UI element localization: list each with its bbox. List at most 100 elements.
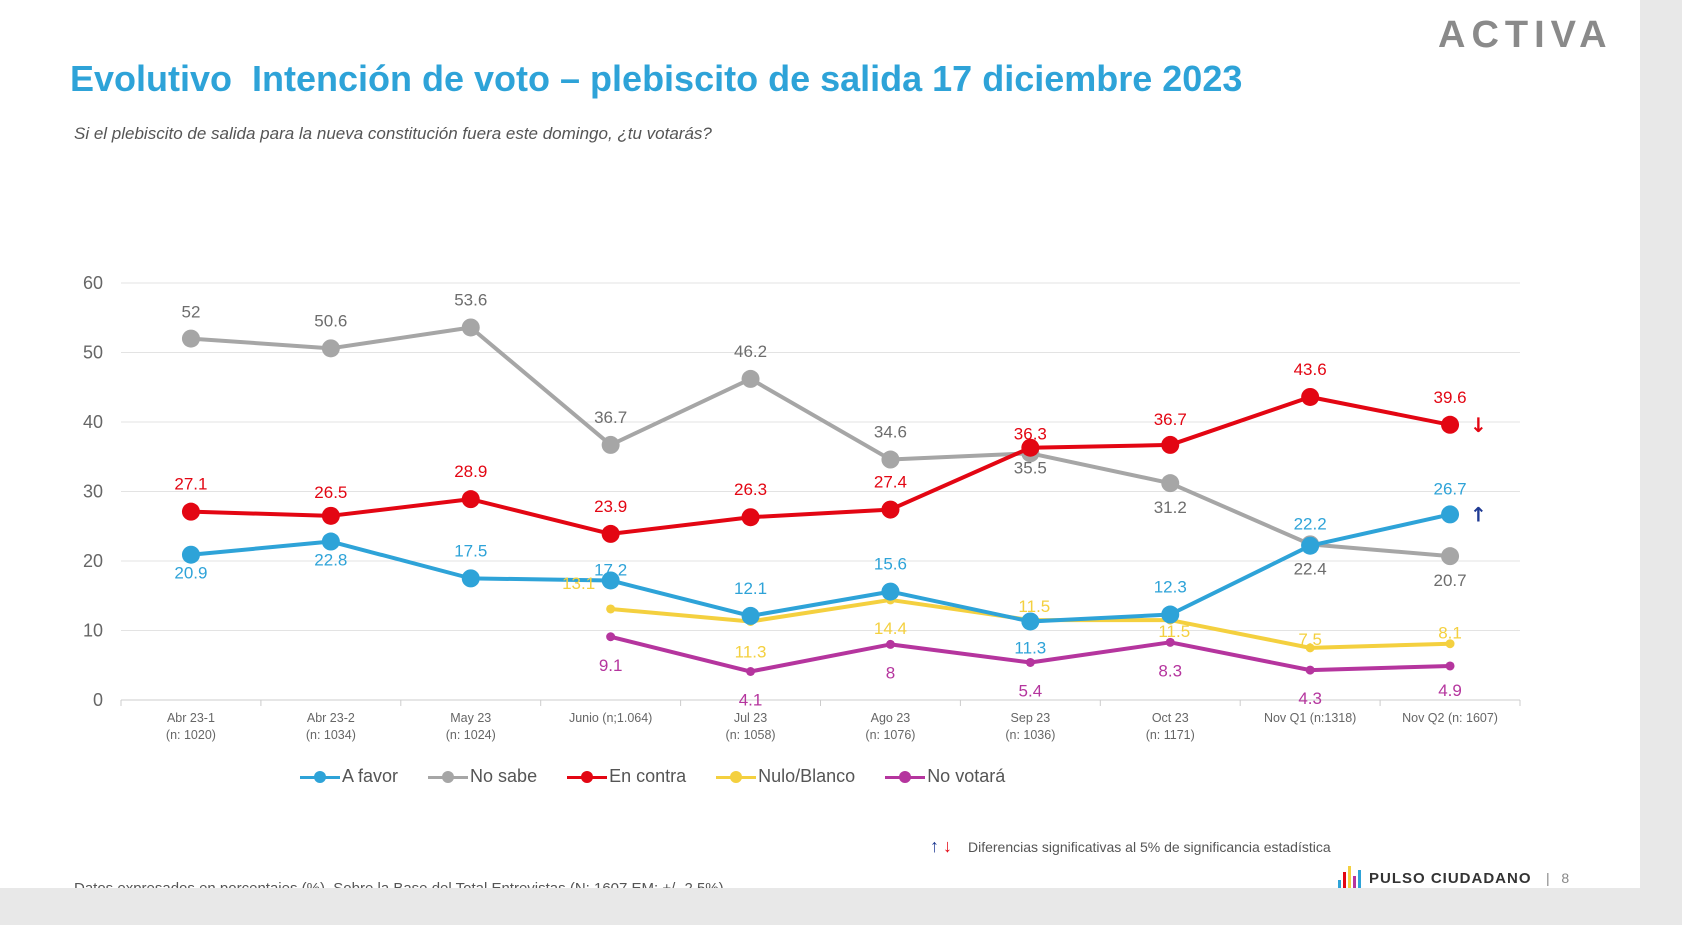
data-label: 43.6: [1294, 360, 1327, 379]
x-tick-label: May 23: [450, 711, 491, 725]
line-chart: 0 10 20 30 40 50 60 Abr 23-1 (n: 1020) Abr 23-2 (n…: [83, 273, 1521, 742]
data-label: 11.3: [1014, 638, 1046, 657]
slide: ACTIVA Evolutivo Intención de voto – ple…: [70, 14, 1613, 897]
data-label: 22.4: [1294, 559, 1327, 578]
x-tick-label: Abr 23-2: [307, 711, 355, 725]
page-subtitle: Si el plebiscito de salida para la nueva…: [74, 124, 712, 143]
data-point: [1025, 657, 1035, 667]
data-label: 39.6: [1434, 388, 1467, 407]
data-label: 46.2: [734, 342, 767, 361]
data-point: [601, 571, 620, 590]
series-line: [190, 325, 1451, 559]
data-point: [1161, 474, 1180, 493]
data-label: 5.4: [1019, 681, 1043, 700]
legend-item: No sabe: [428, 766, 537, 787]
data-label: 4.3: [1298, 689, 1322, 708]
data-label: 11.5: [1158, 622, 1190, 641]
significance-text: Diferencias significativas al 5% de sign…: [968, 838, 1331, 855]
page-number: | 8: [1546, 870, 1570, 886]
brand-bars-icon: [1338, 866, 1361, 890]
chart-legend: A favor No sabe En contra Nulo/Blanco No vot…: [300, 766, 1005, 787]
data-point: [1445, 661, 1455, 671]
data-point: [1441, 415, 1460, 434]
legend-swatch: [885, 770, 926, 783]
data-label: 17.5: [454, 541, 487, 560]
data-point: [1305, 643, 1315, 653]
data-point: [741, 508, 760, 527]
legend-swatch: [567, 770, 608, 783]
data-label: 50.6: [314, 311, 347, 330]
data-point: [461, 318, 480, 337]
significance-arrows: ↑↓: [930, 836, 956, 857]
series-line: [190, 394, 1451, 536]
x-tick-label: Abr 23-1: [167, 711, 215, 725]
data-point: [321, 532, 340, 551]
data-label: 27.1: [174, 475, 207, 494]
data-point: [461, 490, 480, 509]
data-label: 27.4: [874, 473, 907, 492]
legend-swatch: [428, 770, 469, 783]
brand-name: PULSO CIUDADANO: [1369, 869, 1532, 887]
y-tick-label: 40: [83, 412, 103, 432]
data-point: [606, 604, 616, 614]
legend-label: No sabe: [470, 766, 538, 786]
data-label: 11.3: [735, 642, 767, 661]
data-label: 22.2: [1294, 515, 1327, 534]
data-point: [1161, 435, 1180, 454]
data-point: [606, 632, 616, 642]
arrow-down-icon: ↓: [943, 836, 956, 856]
legend-item: A favor: [300, 766, 398, 787]
page-title: Evolutivo Intención de voto – plebiscito…: [70, 58, 1243, 99]
data-label: 34.6: [874, 423, 907, 442]
x-tick-label: Junio (n;1.064): [569, 711, 652, 725]
data-point: [181, 502, 200, 521]
significance-up-icon: ↑: [1470, 502, 1487, 526]
data-point: [881, 500, 900, 519]
data-point: [741, 606, 760, 625]
legend-item: No votará: [885, 766, 1005, 787]
data-label: 8.3: [1158, 661, 1182, 680]
data-point: [601, 524, 620, 543]
y-tick-label: 10: [83, 621, 103, 641]
significance-note: ↑↓ Diferencias significativas al 5% de s…: [930, 836, 1331, 857]
significance-down-icon: ↓: [1470, 413, 1487, 437]
series-line: [190, 512, 1451, 624]
activa-logo: ACTIVA: [1438, 14, 1613, 56]
data-label: 35.5: [1014, 458, 1047, 477]
x-tick-label: Sep 23: [1011, 711, 1051, 725]
y-tick-label: 50: [83, 343, 103, 363]
y-tick-label: 0: [93, 690, 103, 710]
data-label: 15.6: [874, 555, 907, 574]
legend-swatch: [716, 770, 757, 783]
data-point: [1301, 387, 1320, 406]
data-label: 7.5: [1298, 630, 1322, 649]
data-label: 20.9: [174, 564, 207, 583]
data-label: 12.3: [1154, 578, 1187, 597]
data-label: 26.3: [734, 480, 767, 499]
data-label: 13.1: [562, 574, 595, 593]
data-point: [1301, 536, 1320, 555]
data-point: [181, 545, 200, 564]
data-point: [1441, 547, 1460, 566]
bottom-band: [0, 888, 1682, 925]
data-point: [1445, 639, 1455, 649]
legend-label: En contra: [609, 766, 687, 786]
data-point: [1021, 438, 1040, 457]
data-point: [601, 435, 620, 454]
x-tick-label: Nov Q2 (n: 1607): [1402, 711, 1498, 725]
legend-swatch: [300, 770, 340, 783]
x-tick-sublabel: (n: 1036): [1005, 728, 1055, 742]
pulso-ciudadano-logo: PULSO CIUDADANO: [1338, 866, 1532, 890]
data-label: 20.7: [1434, 571, 1467, 590]
data-point: [885, 639, 895, 649]
data-point: [1441, 505, 1460, 524]
data-label: 23.9: [594, 497, 627, 516]
data-label: 8.1: [1438, 624, 1462, 643]
data-point: [1161, 605, 1180, 624]
data-point: [1165, 637, 1175, 647]
right-band: [1640, 0, 1682, 925]
data-point: [1021, 612, 1040, 631]
x-tick-sublabel: (n: 1020): [166, 728, 216, 742]
legend-label: No votará: [927, 766, 1006, 786]
data-point: [881, 450, 900, 469]
